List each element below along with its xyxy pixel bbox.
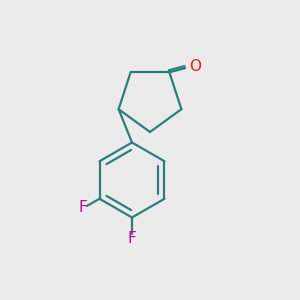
Text: F: F: [128, 231, 136, 246]
Text: O: O: [189, 59, 201, 74]
Text: F: F: [78, 200, 87, 215]
